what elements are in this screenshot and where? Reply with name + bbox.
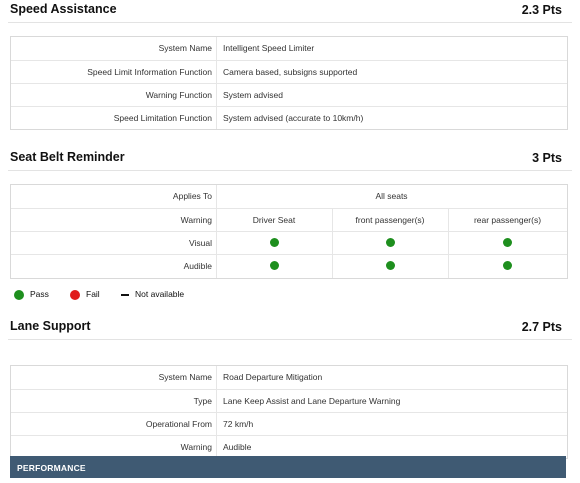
visual-row: Visual (11, 231, 567, 255)
row-value: Road Departure Mitigation (223, 372, 323, 382)
lane-support-title: Lane Support (10, 319, 91, 333)
legend-pass: Pass (14, 289, 49, 300)
audible-row: Audible (11, 254, 567, 278)
lane-support-table: System Name Road Departure Mitigation Ty… (10, 365, 568, 459)
performance-label: PERFORMANCE (17, 463, 86, 473)
column-divider (332, 208, 333, 278)
warning-row: Warning Driver Seat front passenger(s) r… (11, 208, 567, 232)
column-header-rear: rear passenger(s) (473, 215, 542, 225)
row-label: Speed Limitation Function (113, 113, 212, 123)
row-label: Warning Function (145, 90, 212, 100)
pass-status-icon (269, 261, 279, 270)
column-header-driver: Driver Seat (252, 215, 296, 225)
table-row: Type Lane Keep Assist and Lane Departure… (11, 389, 567, 413)
row-value: Audible (223, 442, 252, 452)
row-value: Camera based, subsigns supported (223, 67, 358, 77)
dash-icon (121, 294, 129, 296)
seat-belt-points: 3 Pts (532, 151, 562, 165)
table-row: Warning Audible (11, 435, 567, 459)
pass-status-icon (385, 238, 395, 247)
fail-dot-icon (70, 289, 80, 300)
seat-belt-title: Seat Belt Reminder (10, 150, 125, 164)
table-row: System Name Road Departure Mitigation (11, 366, 567, 389)
row-value: Intelligent Speed Limiter (223, 43, 315, 53)
legend-fail-label: Fail (86, 289, 100, 299)
legend-pass-label: Pass (30, 289, 49, 299)
pass-status-icon (269, 238, 279, 247)
legend-not-available-label: Not available (135, 289, 185, 299)
column-divider (448, 208, 449, 278)
pass-status-icon (385, 261, 395, 270)
table-row: Warning Function System advised (11, 83, 567, 107)
row-value: 72 km/h (223, 419, 254, 429)
table-row: Operational From 72 km/h (11, 412, 567, 436)
row-value: System advised (accurate to 10km/h) (223, 113, 364, 123)
seat-belt-table: Applies To All seats Warning Driver Seat… (10, 184, 568, 279)
table-row: Speed Limit Information Function Camera … (11, 60, 567, 84)
speed-assistance-table: System Name Intelligent Speed Limiter Sp… (10, 36, 568, 130)
row-label: Type (193, 396, 212, 406)
pass-status-icon (503, 238, 512, 247)
lane-support-points: 2.7 Pts (521, 320, 562, 334)
seat-belt-header: Seat Belt Reminder 3 Pts (8, 148, 572, 171)
applies-to-label: Applies To (172, 191, 212, 201)
row-value: Lane Keep Assist and Lane Departure Warn… (223, 396, 401, 406)
table-row: Speed Limitation Function System advised… (11, 106, 567, 130)
speed-assistance-points: 2.3 Pts (521, 3, 562, 17)
pass-dot-icon (14, 289, 24, 300)
table-row: System Name Intelligent Speed Limiter (11, 37, 567, 60)
column-header-front: front passenger(s) (355, 215, 425, 225)
applies-to-row: Applies To All seats (11, 185, 567, 208)
speed-assistance-header: Speed Assistance 2.3 Pts (8, 0, 572, 23)
row-label: System Name (158, 372, 212, 382)
row-label: System Name (158, 43, 212, 53)
row-label: Operational From (145, 419, 212, 429)
legend-fail: Fail (70, 289, 100, 300)
speed-assistance-title: Speed Assistance (10, 2, 117, 16)
performance-section-toggle[interactable]: PERFORMANCE (10, 456, 566, 478)
pass-status-icon (503, 261, 512, 270)
legend-not-available: Not available (121, 289, 184, 299)
row-label: Speed Limit Information Function (87, 67, 212, 77)
row-value: System advised (223, 90, 283, 100)
row-label: Warning (180, 442, 212, 452)
lane-support-header: Lane Support 2.7 Pts (8, 317, 572, 340)
visual-label: Visual (189, 238, 212, 248)
audible-label: Audible (183, 261, 212, 271)
warning-label: Warning (180, 215, 212, 225)
applies-to-value: All seats (375, 191, 408, 201)
